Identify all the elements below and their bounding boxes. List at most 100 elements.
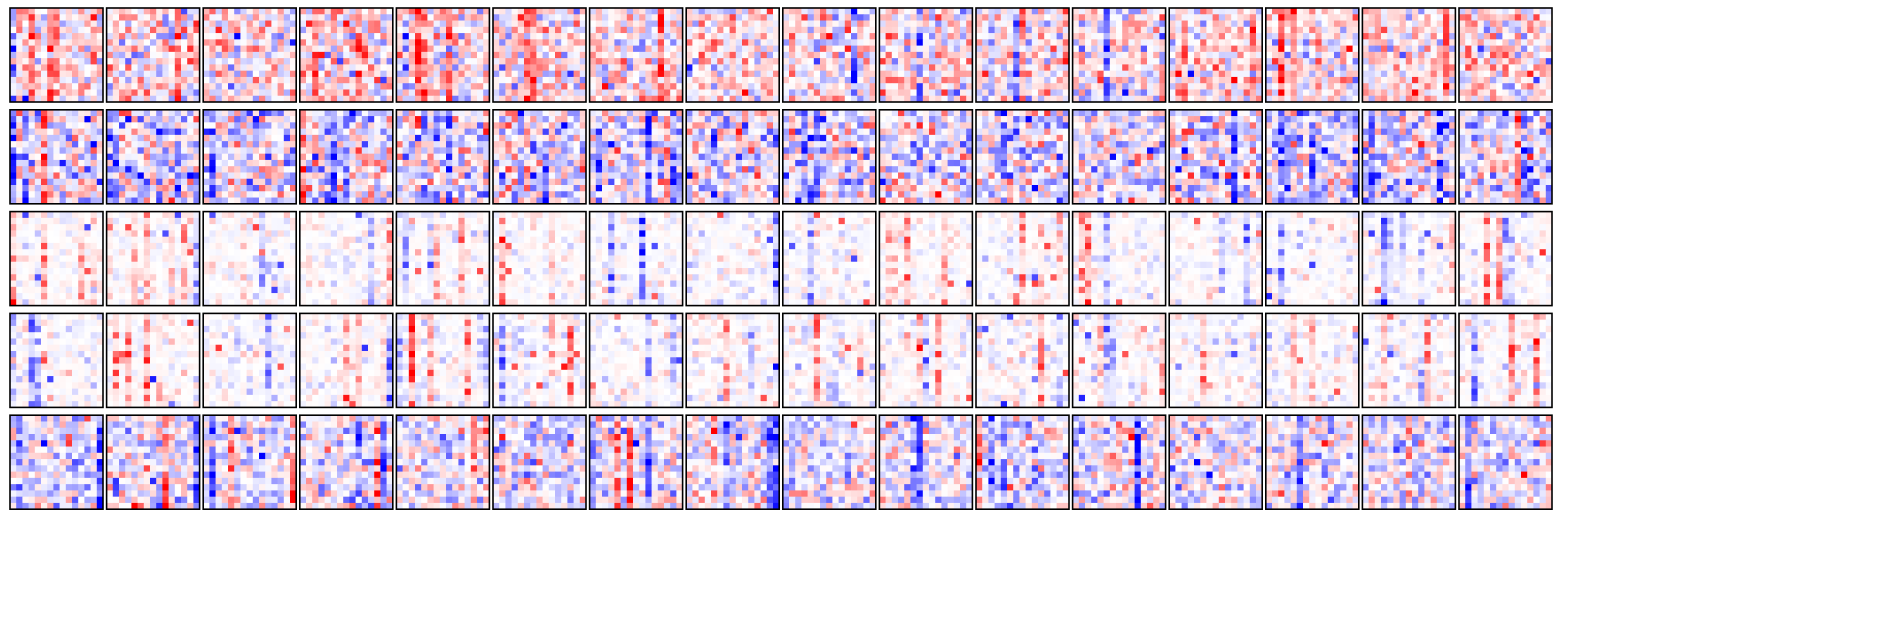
heatmap-cell (433, 76, 441, 84)
heatmap-cell (536, 141, 543, 148)
heatmap-cell (168, 141, 176, 148)
heatmap-cell (72, 128, 79, 136)
heatmap-cell (832, 33, 839, 40)
heatmap-cell (1256, 45, 1263, 53)
heatmap-cell (555, 141, 562, 148)
heatmap-cell (493, 116, 500, 123)
heatmap-cell (355, 45, 363, 53)
heatmap-cell (312, 45, 319, 53)
heatmap-cell (1194, 95, 1201, 103)
heatmap-cell (209, 191, 216, 198)
heatmap-cell (221, 58, 229, 65)
heatmap-cell (1465, 95, 1472, 103)
heatmap-cell (174, 122, 182, 129)
heatmap-cell (174, 45, 182, 53)
heatmap-cell (318, 191, 325, 198)
heatmap-cell (143, 58, 151, 65)
heatmap-cell (246, 197, 254, 205)
heatmap-cell (1187, 58, 1195, 65)
heatmap-cell (589, 109, 597, 117)
heatmap-cell (143, 20, 151, 28)
heatmap-cell (891, 58, 899, 65)
heatmap-cell (1443, 51, 1450, 59)
heatmap-cell (446, 191, 453, 198)
heatmap-cell (941, 58, 948, 65)
heatmap-cell (1309, 8, 1316, 15)
heatmap-cell (228, 45, 235, 53)
heatmap-cell (221, 128, 229, 136)
heatmap-cell (1194, 83, 1201, 90)
heatmap-cell (735, 45, 743, 53)
heatmap-cell (692, 95, 699, 103)
heatmap-cell (427, 172, 434, 180)
heatmap-cell (1352, 58, 1360, 65)
heatmap-cell (368, 51, 375, 59)
heatmap-cell (483, 51, 490, 59)
heatmap-cell (380, 64, 387, 72)
heatmap-cell (1103, 20, 1111, 28)
heatmap-cell (181, 185, 188, 192)
heatmap-cell (573, 45, 581, 53)
heatmap-cell (499, 39, 506, 46)
heatmap-cell (742, 8, 749, 15)
heatmap-cell (396, 8, 403, 15)
heatmap-cell (651, 51, 659, 59)
heatmap-cell (396, 89, 403, 97)
heatmap-cell (53, 20, 60, 28)
heatmap-cell (137, 141, 145, 148)
heatmap-cell (735, 39, 743, 46)
heatmap-cell (782, 58, 790, 65)
heatmap-cell (801, 26, 808, 34)
heatmap-cell (477, 109, 484, 117)
heatmap-cell (542, 153, 550, 161)
heatmap-cell (548, 159, 556, 167)
heatmap-cell (318, 197, 325, 205)
heatmap-cell (1153, 45, 1160, 53)
heatmap-cell (228, 172, 235, 180)
heatmap-cell (789, 51, 796, 59)
heatmap-cell (511, 185, 519, 192)
heatmap-cell (306, 178, 313, 186)
heatmap-cell (505, 70, 512, 78)
heatmap-cell (324, 166, 332, 173)
heatmap-cell (187, 147, 194, 155)
heatmap-cell (41, 191, 48, 198)
heatmap-cell (704, 20, 712, 28)
heatmap-cell (1327, 33, 1335, 40)
heatmap-panel-frame (588, 7, 684, 103)
heatmap-cell (511, 76, 519, 84)
heatmap-cell (368, 147, 375, 155)
heatmap-cell (511, 109, 519, 117)
heatmap-cell (1091, 39, 1098, 46)
heatmap-cell (698, 51, 706, 59)
heatmap-cell (271, 122, 278, 129)
heatmap-cell (16, 141, 23, 148)
heatmap-cell (916, 8, 924, 15)
heatmap-cell (891, 83, 899, 90)
heatmap-panel-r1-c11 (975, 7, 1070, 103)
heatmap-cell (676, 76, 683, 84)
heatmap-cell (150, 116, 157, 123)
heatmap-cell (1284, 8, 1291, 15)
heatmap-cell (306, 45, 313, 53)
heatmap-cell (28, 39, 36, 46)
heatmap-cell (505, 76, 512, 84)
heatmap-cell (1056, 8, 1064, 15)
heatmap-cell (277, 109, 285, 117)
heatmap-cell (1471, 89, 1478, 97)
heatmap-cell (181, 191, 188, 198)
heatmap-cell (168, 14, 176, 21)
heatmap-cell (96, 128, 104, 136)
heatmap-cell (782, 89, 790, 97)
heatmap-cell (483, 185, 490, 192)
heatmap-cell (283, 159, 291, 167)
heatmap-cell (174, 116, 182, 123)
heatmap-cell (16, 33, 23, 40)
heatmap-cell (1128, 64, 1135, 72)
heatmap-cell (125, 76, 132, 84)
heatmap-cell (505, 178, 512, 186)
heatmap-cell (174, 70, 182, 78)
heatmap-cell (885, 45, 893, 53)
heatmap-cell (22, 70, 29, 78)
heatmap-cell (1007, 58, 1014, 65)
